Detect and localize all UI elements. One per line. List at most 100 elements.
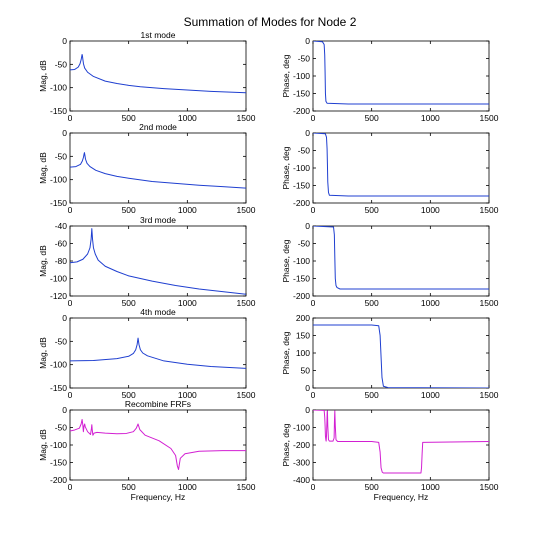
chart-4-phase-xtick-label: 1000: [421, 390, 440, 400]
chart-5-magnitude-title: Recombine FRFs: [125, 399, 191, 409]
chart-4-magnitude-series-line: [70, 337, 246, 369]
chart-3-magnitude-xtick-label: 1000: [178, 298, 197, 308]
chart-4-phase-xtick-label: 500: [365, 390, 379, 400]
chart-3-magnitude: 0 500 1000 1500 -120 -100 -80 -60 -40 Mag, dB 3rd …: [38, 215, 256, 308]
chart-3-phase-ytick-label: -150: [293, 274, 310, 284]
chart-2-phase-xtick-label: 1500: [480, 205, 499, 215]
chart-1-magnitude-ytick-label: -100: [50, 83, 67, 93]
chart-2-phase-ytick-label: 0: [305, 128, 310, 138]
chart-3-magnitude-ytick-label: -60: [55, 239, 68, 249]
chart-1-phase-ytick-label: -200: [293, 106, 310, 116]
chart-5-phase-xtick-label: 1000: [421, 482, 440, 492]
chart-2-phase-ytick-label: -100: [293, 163, 310, 173]
chart-2-magnitude-title: 2nd mode: [139, 122, 177, 132]
chart-2-phase-xtick-label: 0: [311, 205, 316, 215]
chart-1-magnitude-ytick-label: 0: [62, 36, 67, 46]
chart-1-phase-ytick-label: -150: [293, 89, 310, 99]
chart-5-magnitude-ytick-label: 0: [62, 405, 67, 415]
chart-1-phase-ytick-label: -50: [298, 54, 311, 64]
chart-3-magnitude-series-line: [70, 228, 246, 295]
chart-3-phase-ytick-label: -200: [293, 291, 310, 301]
chart-3-phase-ytick-label: -100: [293, 256, 310, 266]
chart-5-phase-xtick-label: 500: [365, 482, 379, 492]
chart-4-phase-ytick-label: 200: [296, 313, 310, 323]
chart-5-phase-ytick-label: -400: [293, 475, 310, 485]
chart-4-magnitude-xtick-label: 0: [68, 390, 73, 400]
chart-5-phase-ytick-label: -100: [293, 423, 310, 433]
chart-2-phase-ylabel: Phase, deg: [281, 146, 291, 189]
chart-1-magnitude-xtick-label: 0: [68, 113, 73, 123]
chart-2-phase-ytick-label: -50: [298, 146, 311, 156]
chart-2-magnitude-xtick-label: 0: [68, 205, 73, 215]
chart-5-phase-ylabel: Phase, deg: [281, 423, 291, 466]
chart-4-phase-ytick-label: 100: [296, 348, 310, 358]
chart-1-phase-series-line: [313, 41, 489, 105]
chart-4-phase-ytick-label: 50: [301, 366, 311, 376]
chart-4-magnitude-plot-area: [69, 317, 247, 389]
chart-5-magnitude-xtick-label: 500: [122, 482, 136, 492]
chart-2-phase-ytick-label: -200: [293, 198, 310, 208]
chart-4-magnitude-xtick-label: 1500: [237, 390, 256, 400]
chart-1-phase-plot-area: [312, 40, 490, 112]
chart-3-magnitude-ylabel: Mag, dB: [38, 245, 48, 277]
chart-3-magnitude-ytick-label: -40: [55, 221, 68, 231]
chart-4-phase-xtick-label: 0: [311, 390, 316, 400]
chart-2-phase: 0 500 1000 1500 -200 -150 -100 -50 0 Phase, deg: [281, 128, 499, 215]
chart-3-phase-ytick-label: -50: [298, 239, 311, 249]
chart-5-magnitude-ytick-label: -200: [50, 475, 67, 485]
chart-2-magnitude-xtick-label: 500: [122, 205, 136, 215]
chart-3-phase-xtick-label: 500: [365, 298, 379, 308]
chart-3-phase-plot-area: [312, 225, 490, 297]
chart-3-phase-xtick-label: 1500: [480, 298, 499, 308]
chart-1-magnitude-title: 1st mode: [141, 30, 176, 40]
chart-3-magnitude-plot-area: [69, 225, 247, 297]
chart-5-phase-plot-area: [312, 409, 490, 481]
chart-3-magnitude-xtick-label: 0: [68, 298, 73, 308]
chart-2-magnitude-ylabel: Mag, dB: [38, 152, 48, 184]
chart-2-phase-ytick-label: -150: [293, 181, 310, 191]
chart-4-phase-ylabel: Phase, deg: [281, 331, 291, 374]
chart-2-magnitude-xtick-label: 1500: [237, 205, 256, 215]
chart-3-phase-ytick-label: 0: [305, 221, 310, 231]
chart-3-magnitude-xtick-label: 500: [122, 298, 136, 308]
chart-3-magnitude-xtick-label: 1500: [237, 298, 256, 308]
chart-1-phase-ylabel: Phase, deg: [281, 54, 291, 97]
chart-3-phase: 0 500 1000 1500 -200 -150 -100 -50 0 Phase, deg: [281, 221, 499, 308]
chart-5-magnitude-ytick-label: -50: [55, 423, 68, 433]
chart-3-phase-series-line: [313, 226, 489, 290]
chart-4-phase-series-line: [313, 324, 489, 388]
chart-4-phase-xtick-label: 1500: [480, 390, 499, 400]
chart-5-phase-xtick-label: 1500: [480, 482, 499, 492]
chart-5-magnitude-ytick-label: -150: [50, 458, 67, 468]
chart-1-magnitude-ytick-label: -150: [50, 106, 67, 116]
chart-1-magnitude-ylabel: Mag, dB: [38, 60, 48, 92]
chart-5-magnitude: 0 500 1000 1500 -200 -150 -100 -50 0 Mag, dB Frequ…: [38, 399, 256, 502]
chart-1-magnitude-ytick-label: -50: [55, 59, 68, 69]
chart-2-magnitude: 0 500 1000 1500 -150 -100 -50 0 Mag, dB 2nd mode: [38, 122, 256, 215]
chart-5-phase: 0 500 1000 1500 -400 -300 -200 -100 0 Phase, deg F…: [281, 405, 499, 502]
chart-4-magnitude-ylabel: Mag, dB: [38, 337, 48, 369]
chart-5-phase-ytick-label: -300: [293, 458, 310, 468]
chart-5-magnitude-series-line: [70, 418, 246, 470]
chart-4-phase-ytick-label: 0: [305, 383, 310, 393]
chart-1-magnitude-series-line: [70, 54, 246, 94]
chart-1-phase-ytick-label: 0: [305, 36, 310, 46]
chart-1-phase-xtick-label: 500: [365, 113, 379, 123]
chart-5-magnitude-xlabel: Frequency, Hz: [131, 492, 186, 502]
chart-1-magnitude-xtick-label: 1000: [178, 113, 197, 123]
chart-2-magnitude-ytick-label: -100: [50, 175, 67, 185]
chart-2-magnitude-plot-area: [69, 132, 247, 204]
chart-4-magnitude: 0 500 1000 1500 -150 -100 -50 0 Mag, dB 4th mode: [38, 307, 256, 400]
chart-4-magnitude-ytick-label: -100: [50, 360, 67, 370]
chart-2-phase-xtick-label: 500: [365, 205, 379, 215]
chart-3-magnitude-title: 3rd mode: [140, 215, 176, 225]
chart-5-phase-xtick-label: 0: [311, 482, 316, 492]
chart-4-phase-plot-area: [312, 317, 490, 389]
chart-4-magnitude-ytick-label: -50: [55, 336, 68, 346]
chart-1-phase-xtick-label: 0: [311, 113, 316, 123]
chart-1-phase: 0 500 1000 1500 -200 -150 -100 -50 0 Phase, deg: [281, 36, 499, 123]
chart-2-phase-xtick-label: 1000: [421, 205, 440, 215]
chart-1-magnitude-xtick-label: 1500: [237, 113, 256, 123]
chart-5-magnitude-xtick-label: 1500: [237, 482, 256, 492]
